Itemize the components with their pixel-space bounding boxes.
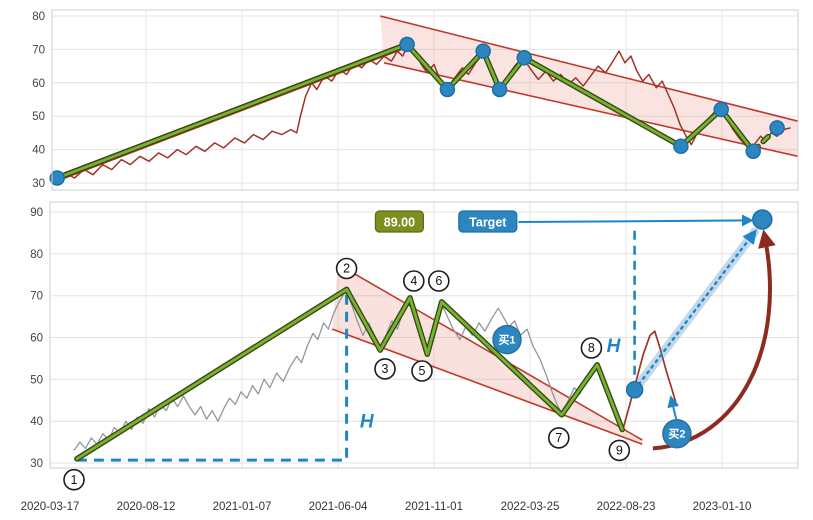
pivot-dot [769, 120, 785, 136]
bottom-descending-channel-upper-line [337, 263, 643, 441]
x-axis-label: 2021-11-01 [405, 501, 463, 513]
numbered-point-8: 8 [580, 337, 603, 359]
bottom-panel-border [49, 201, 799, 469]
y-axis-label: 30 [30, 458, 43, 470]
pivot-dot [475, 43, 491, 59]
x-axis-label: 2020-08-12 [117, 501, 176, 513]
y-axis-label: 50 [30, 374, 43, 386]
svg-text:买1: 买1 [498, 334, 515, 347]
breakout-dot [625, 381, 644, 399]
y-axis-label: 70 [30, 291, 43, 303]
numbered-point-3: 3 [374, 358, 396, 380]
y-axis-label: 40 [30, 416, 43, 428]
numbered-point-6: 6 [427, 270, 450, 292]
svg-text:5: 5 [419, 364, 426, 378]
y-axis-label: 30 [32, 178, 45, 190]
top-panel-border [51, 9, 799, 191]
numbered-point-7: 7 [547, 427, 570, 449]
target-dot [752, 209, 773, 230]
top-descending-channel-lower-line [383, 62, 799, 158]
numbered-point-9: 9 [608, 439, 631, 462]
numbered-point-4: 4 [402, 270, 425, 292]
pivot-dot [745, 143, 761, 160]
target-arrow [518, 214, 754, 227]
svg-text:4: 4 [410, 274, 417, 288]
pivot-dot [516, 50, 532, 66]
x-axis-label: 2021-06-04 [309, 501, 368, 513]
bottom-panel: 1 2 3 4 5 6 7 8 9 买1 买2 H H 89.00 Target 30 40 50 60 70 80 90… [21, 201, 799, 513]
pivot-dot [49, 170, 65, 186]
x-axis-label: 2021-01-07 [213, 501, 272, 513]
svg-text:3: 3 [382, 362, 389, 376]
svg-text:7: 7 [555, 431, 562, 445]
svg-text:6: 6 [435, 274, 442, 288]
x-axis-label: 2022-08-23 [597, 501, 656, 513]
height-measure-dashed-line [76, 289, 349, 462]
projection-dotted-arrow [633, 229, 757, 391]
buy-marker-2: 买2 [662, 418, 692, 449]
top-panel: 30 40 50 60 70 80 [32, 9, 799, 191]
pivot-dot [439, 81, 456, 98]
svg-text:9: 9 [616, 444, 623, 458]
y-axis-label: 50 [32, 111, 45, 123]
pivot-dot [399, 36, 415, 53]
buy2-pointer-arrow [667, 395, 680, 423]
numbered-point-2: 2 [335, 257, 358, 280]
pivot-dot [713, 101, 729, 118]
y-axis-label: 80 [30, 249, 43, 261]
top-uptrend-line-1 [56, 46, 408, 182]
y-axis-label: 80 [32, 11, 45, 23]
x-axis-label: 2023-01-10 [693, 501, 752, 513]
y-axis-label: 60 [32, 78, 45, 90]
y-axis-label: 90 [30, 207, 43, 219]
x-axis-label: 2020-03-17 [21, 501, 80, 513]
svg-text:1: 1 [71, 473, 78, 487]
zigzag-line [75, 288, 624, 461]
y-axis-label: 70 [32, 44, 45, 56]
target-price-label: 89.00 [374, 210, 424, 233]
y-axis-label: 40 [32, 145, 45, 157]
bottom-descending-channel-fill [332, 264, 643, 445]
pivot-dot [673, 138, 689, 155]
height-label-2: H [607, 336, 622, 357]
svg-text:Target: Target [469, 216, 507, 230]
pivot-dot [491, 81, 508, 98]
numbered-point-1: 1 [63, 468, 85, 491]
svg-text:2: 2 [343, 262, 350, 276]
buy-marker-1: 买1 [492, 324, 522, 355]
numbered-point-5: 5 [411, 360, 433, 382]
target-label: Target [458, 210, 518, 233]
svg-text:89.00: 89.00 [384, 216, 415, 230]
x-axis-label: 2022-03-25 [501, 501, 560, 513]
svg-text:买2: 买2 [668, 428, 685, 441]
height-label-1: H [360, 411, 375, 432]
y-axis-label: 60 [30, 333, 43, 345]
svg-text:8: 8 [588, 341, 595, 355]
top-descending-channel-upper-line [380, 15, 799, 122]
top-price-line [55, 43, 791, 181]
